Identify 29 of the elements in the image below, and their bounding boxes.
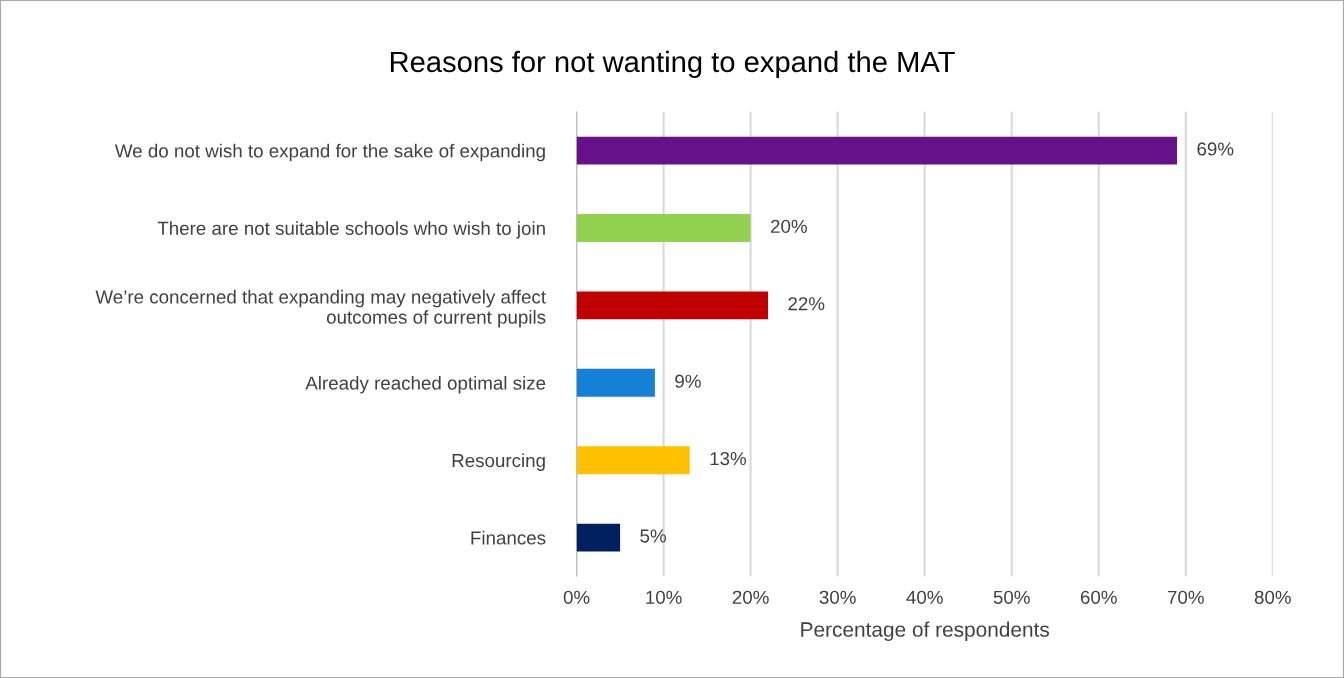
y-tick-label: We do not wish to expand for the sake of expanding [114,143,545,162]
x-tick-label: 60% [1080,590,1117,604]
y-tick-label: Already reached optimal size [305,375,546,394]
bar [576,523,621,552]
y-tick-label: There are not suitable schools who wish to join [157,221,545,239]
bar [576,136,1178,165]
x-tick-label: 0% [563,590,590,604]
x-tick-label: 50% [993,590,1030,604]
x-tick-label: 70% [1167,590,1204,604]
data-label: 22% [788,297,825,311]
data-label: 69% [1197,142,1234,156]
chart-title: Reasons for not wanting to expand the MAT [390,50,955,78]
data-label: 20% [771,219,807,234]
bar [576,368,655,397]
x-axis-title: Percentage of respondents [801,621,1050,641]
bar [576,291,769,320]
data-label: 13% [710,451,747,466]
bar [576,446,690,475]
x-tick-label: 30% [819,590,856,604]
x-tick-label: 80% [1254,590,1291,604]
x-tick-label: 20% [732,590,769,604]
y-tick-label: Finances [471,530,546,545]
y-tick-label: We’re concerned that expanding may negatively affect outcomes of current pupils [95,289,546,328]
bar [576,214,751,242]
x-tick-label: 40% [906,590,943,604]
y-tick-label: Resourcing [452,453,545,471]
data-label: 5% [640,529,666,543]
x-tick-label: 10% [646,590,682,604]
data-label: 9% [675,374,701,388]
